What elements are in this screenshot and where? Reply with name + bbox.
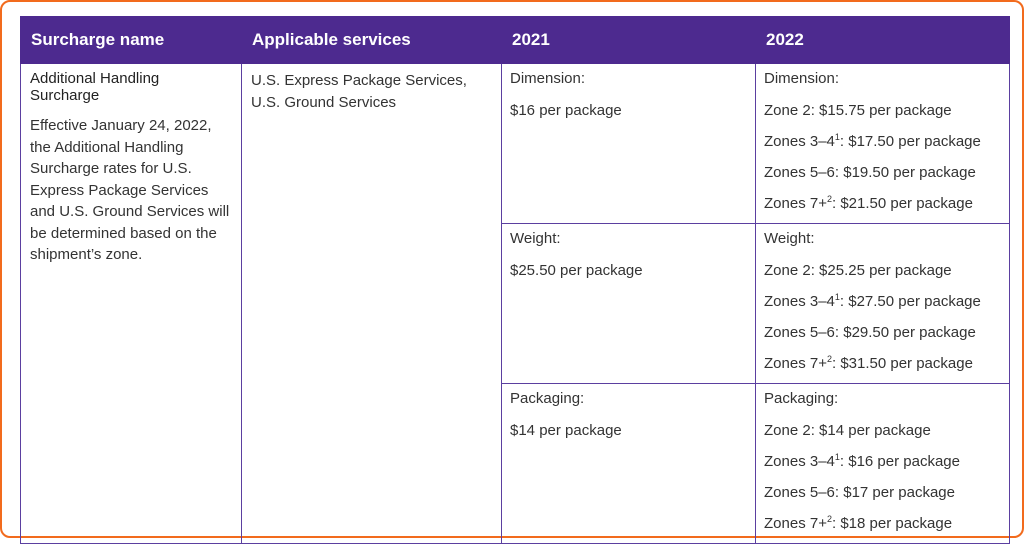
zone-rate-line: Zones 3–41: $16 per package [764,452,960,471]
table-row: Packaging: $14 per package Packaging: Zo… [21,383,1010,544]
zone-rate-line: Zones 3–41: $17.50 per package [764,132,981,151]
zone-rate-line: Zones 5–6: $29.50 per package [764,324,976,341]
footnote-marker: 1 [834,292,840,302]
footnote-marker: 2 [826,194,832,204]
category-label: Packaging: [510,390,585,407]
footnote-marker: 1 [834,132,840,142]
zone-rate-line: Zones 7+2: $18 per package [764,514,953,533]
header-2022: 2022 [755,16,1010,64]
surcharge-description: Effective January 24, 2022, the Addition… [30,117,230,263]
surcharge-title: Additional Handling Surcharge [30,70,160,104]
surcharge-name-cell: Additional Handling Surcharge Effective … [20,63,242,544]
zone-rate-line: Zones 7+2: $21.50 per package [764,194,973,213]
category-label: Weight: [764,230,815,247]
header-surcharge-name: Surcharge name [20,16,242,64]
rate-2021-cell: Weight: $25.50 per package [501,223,756,384]
table-row: Weight: $25.50 per package Weight: Zone … [21,223,1010,384]
zone-rate-line: Zones 3–41: $27.50 per package [764,292,981,311]
footnote-marker: 2 [826,514,832,524]
rate-2022-cell: Packaging: Zone 2: $14 per package Zones… [755,383,1010,544]
service-item: U.S. Express Package Services, [251,72,467,89]
rate-2022-cell: Weight: Zone 2: $25.25 per package Zones… [755,223,1010,384]
category-label: Packaging: [764,390,839,407]
zone-rate-line: Zones 7+2: $31.50 per package [764,354,973,373]
zone-rate-line: Zone 2: $15.75 per package [764,102,952,119]
category-label: Weight: [510,230,561,247]
services-cell: U.S. Express Package Services, U.S. Grou… [241,63,502,544]
zone-rate-line: Zone 2: $25.25 per package [764,262,952,279]
zone-rate-line: Zone 2: $14 per package [764,422,931,439]
rate-2021-cell: Dimension: $16 per package [501,63,756,224]
surcharge-table: Surcharge name Applicable services 2021 … [20,16,1010,544]
rate-2021-value: $25.50 per package [510,262,643,279]
rate-2021-value: $14 per package [510,422,622,439]
header-applicable-services: Applicable services [241,16,502,64]
table-row: Additional Handling Surcharge Effective … [20,63,1010,544]
footnote-marker: 1 [834,452,840,462]
table-header-row: Surcharge name Applicable services 2021 … [20,16,1010,64]
header-2021: 2021 [501,16,756,64]
rate-2021-value: $16 per package [510,102,622,119]
zone-rate-line: Zones 5–6: $17 per package [764,484,955,501]
zone-rate-line: Zones 5–6: $19.50 per package [764,164,976,181]
category-label: Dimension: [764,70,840,87]
footnote-marker: 2 [826,354,832,364]
rate-2022-cell: Dimension: Zone 2: $15.75 per package Zo… [755,63,1010,224]
category-label: Dimension: [510,70,586,87]
rate-2021-cell: Packaging: $14 per package [501,383,756,544]
service-item: U.S. Ground Services [251,93,397,111]
